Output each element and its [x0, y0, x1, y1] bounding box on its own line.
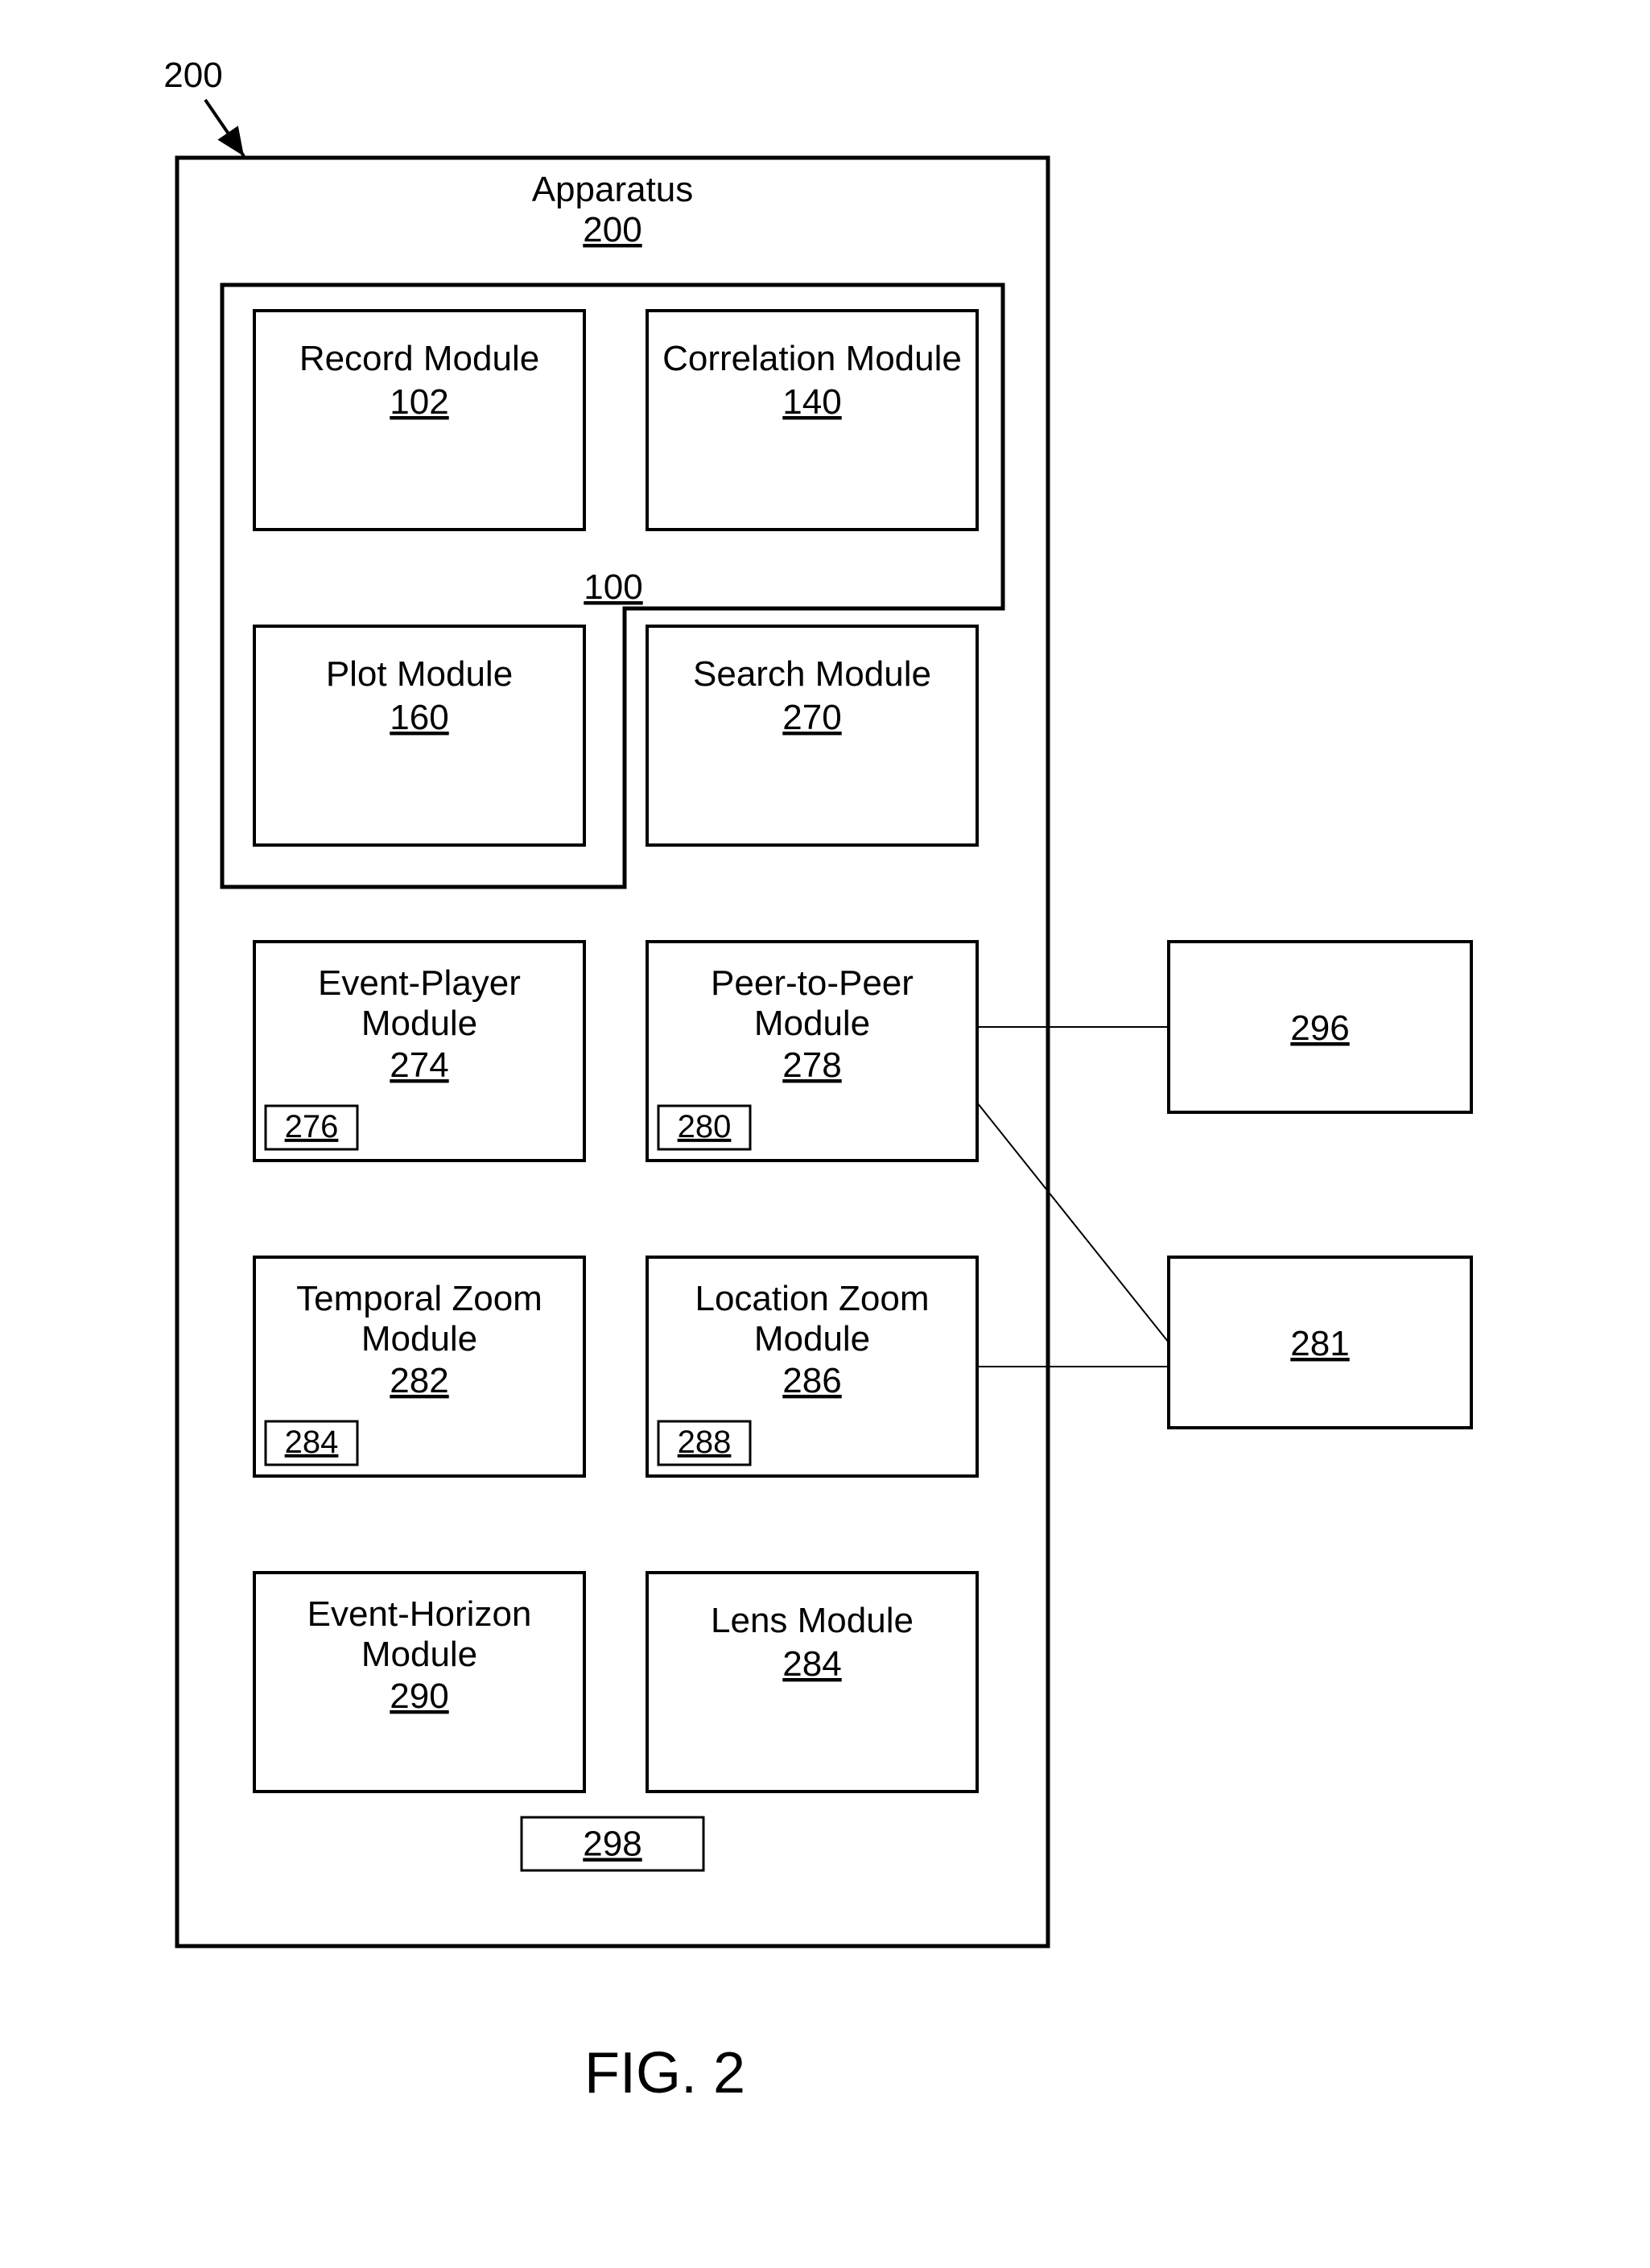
event-horizon-module-title-line2: Module: [361, 1635, 477, 1674]
figure-reference-200: 200: [163, 56, 222, 95]
location-zoom-module-sub-ref: 288: [678, 1425, 732, 1460]
lens-module-ref: 284: [782, 1644, 841, 1684]
event-horizon-module-title-line1: Event-Horizon: [307, 1594, 532, 1634]
apparatus-ref: 200: [583, 210, 641, 249]
record-module-ref: 102: [390, 382, 448, 422]
lens-module-title: Lens Module: [711, 1601, 914, 1640]
location-zoom-module-title-line2: Module: [754, 1319, 870, 1359]
location-zoom-module-title-line1: Location Zoom: [695, 1279, 929, 1318]
correlation-module-title: Correlation Module: [662, 339, 962, 378]
event-player-module-ref: 274: [390, 1045, 448, 1085]
search-module-ref: 270: [782, 698, 841, 737]
correlation-module-ref: 140: [782, 382, 841, 422]
peer-to-peer-module-sub-ref: 280: [678, 1109, 732, 1144]
external-281-ref: 281: [1290, 1324, 1349, 1363]
search-module-title: Search Module: [693, 654, 931, 694]
diagram-canvas: 200Apparatus200100Record Module102Correl…: [0, 0, 1650, 2268]
temporal-zoom-module-title-line1: Temporal Zoom: [296, 1279, 542, 1318]
apparatus-title: Apparatus: [532, 170, 694, 209]
event-player-module-sub-ref: 276: [285, 1109, 339, 1144]
event-player-module-title-line2: Module: [361, 1004, 477, 1043]
event-player-module-title-line1: Event-Player: [318, 963, 521, 1003]
peer-to-peer-module-title-line1: Peer-to-Peer: [711, 963, 914, 1003]
peer-to-peer-module-title-line2: Module: [754, 1004, 870, 1043]
location-zoom-module-ref: 286: [782, 1361, 841, 1400]
external-296-ref: 296: [1290, 1008, 1349, 1048]
temporal-zoom-module-sub-ref: 284: [285, 1425, 339, 1460]
temporal-zoom-module-ref: 282: [390, 1361, 448, 1400]
record-module-title: Record Module: [299, 339, 539, 378]
figure-caption: FIG. 2: [584, 2041, 745, 2105]
temporal-zoom-module-title-line2: Module: [361, 1319, 477, 1359]
plot-module-title: Plot Module: [326, 654, 513, 694]
peer-to-peer-module-ref: 278: [782, 1045, 841, 1085]
plot-module-ref: 160: [390, 698, 448, 737]
group-100-ref: 100: [584, 567, 642, 607]
event-horizon-module-ref: 290: [390, 1676, 448, 1716]
pointer-arrowhead: [217, 126, 244, 156]
ref-298: 298: [583, 1825, 641, 1864]
